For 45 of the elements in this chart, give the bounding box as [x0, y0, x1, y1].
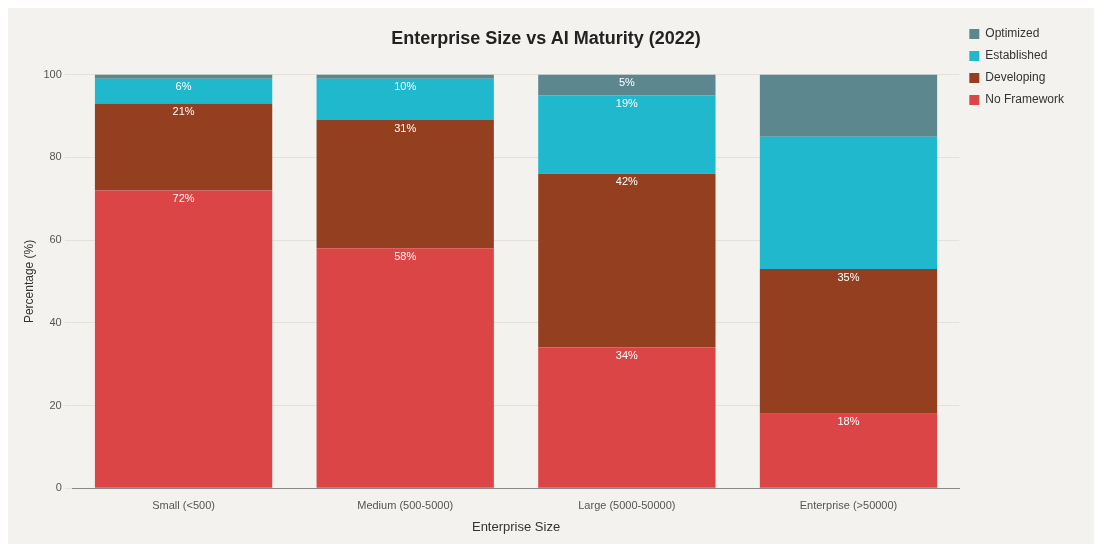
y-tick-label: 80 [49, 150, 62, 163]
bar [94, 78, 273, 104]
data-label: 18% [837, 415, 860, 428]
y-axis-title: Percentage (%) [21, 239, 36, 324]
data-label: 5% [618, 76, 636, 89]
x-tick-label: Medium (500-5000) [357, 498, 454, 511]
data-label: 34% [615, 349, 639, 362]
bar [316, 78, 494, 121]
data-label: 6% [175, 80, 192, 93]
bar [316, 74, 494, 79]
y-tick-label: 20 [49, 398, 62, 411]
bar [538, 74, 716, 96]
bar [94, 74, 273, 79]
x-tick-label: Small (<500) [152, 498, 215, 511]
bar [316, 120, 494, 249]
y-tick-label: 0 [55, 481, 62, 494]
y-tick-label: 40 [49, 315, 62, 328]
legend-label: Developing [985, 70, 1046, 85]
data-label: 31% [394, 121, 417, 134]
data-label: 58% [394, 249, 417, 262]
bar [759, 268, 938, 414]
data-label: 10% [394, 80, 417, 93]
y-tick-label: 60 [49, 233, 62, 246]
legend-label: Optimized [985, 26, 1040, 41]
x-tick-label: Large (5000-50000) [578, 498, 676, 511]
data-label: 19% [615, 96, 639, 109]
y-tick-label: 100 [43, 67, 62, 80]
bar [316, 248, 494, 488]
x-axis-title: Enterprise Size [471, 518, 561, 534]
bar [759, 136, 938, 269]
bar [759, 74, 938, 137]
bar [94, 103, 273, 191]
bar [538, 173, 716, 348]
x-tick-label: Enterprise (>50000) [799, 498, 898, 511]
bar [538, 347, 716, 488]
legend-label: No Framework [985, 92, 1065, 107]
bar [759, 413, 938, 488]
bar [94, 190, 273, 488]
chart-title: Enterprise Size vs AI Maturity (2022) [391, 27, 701, 48]
legend-label: Established [985, 48, 1048, 63]
data-label: 21% [172, 105, 195, 118]
data-label: 42% [615, 175, 639, 188]
data-label: 72% [172, 191, 195, 204]
bar [538, 95, 716, 174]
data-label: 35% [837, 270, 860, 283]
